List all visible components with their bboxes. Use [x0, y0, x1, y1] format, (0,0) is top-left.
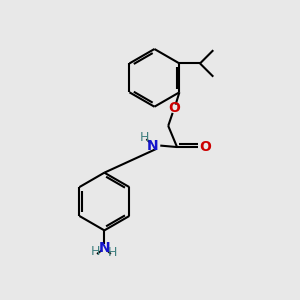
Text: O: O — [168, 100, 180, 115]
Text: H: H — [108, 246, 117, 259]
Text: N: N — [147, 139, 159, 153]
Text: N: N — [98, 241, 110, 255]
Text: H: H — [90, 245, 100, 258]
Text: H: H — [140, 131, 149, 144]
Text: O: O — [199, 140, 211, 154]
